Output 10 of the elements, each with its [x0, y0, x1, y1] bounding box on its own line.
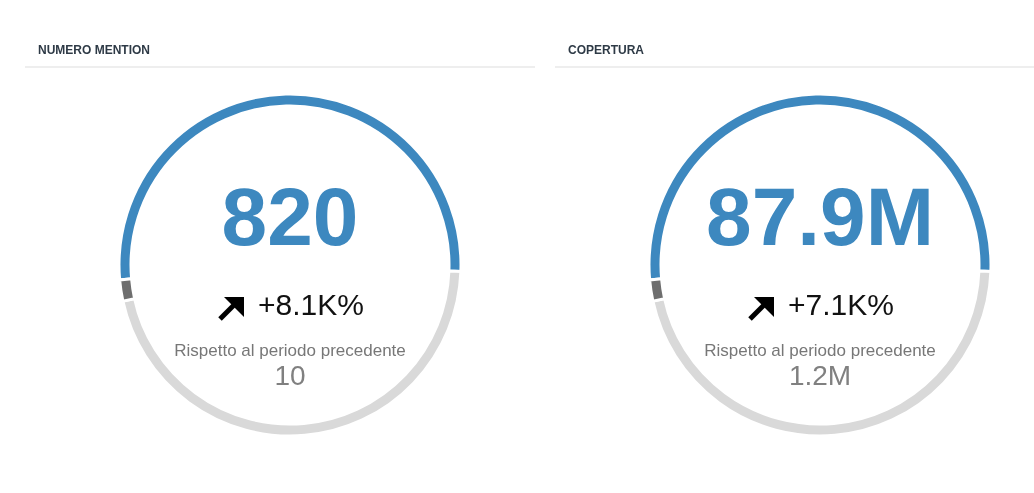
text: +7.1K% — [788, 288, 894, 321]
text: +8.1K% — [258, 288, 364, 321]
chart-title: NUMERO MENTION — [38, 43, 150, 57]
text: 820 — [221, 171, 359, 262]
text: 10 — [274, 360, 306, 391]
text: 87.9M — [706, 171, 934, 262]
text: 1.2M — [788, 360, 852, 391]
text: Rispetto al periodo precedente — [704, 341, 936, 360]
chart-title: COPERTURA — [568, 43, 645, 57]
text: Rispetto al periodo precedente — [174, 341, 406, 360]
